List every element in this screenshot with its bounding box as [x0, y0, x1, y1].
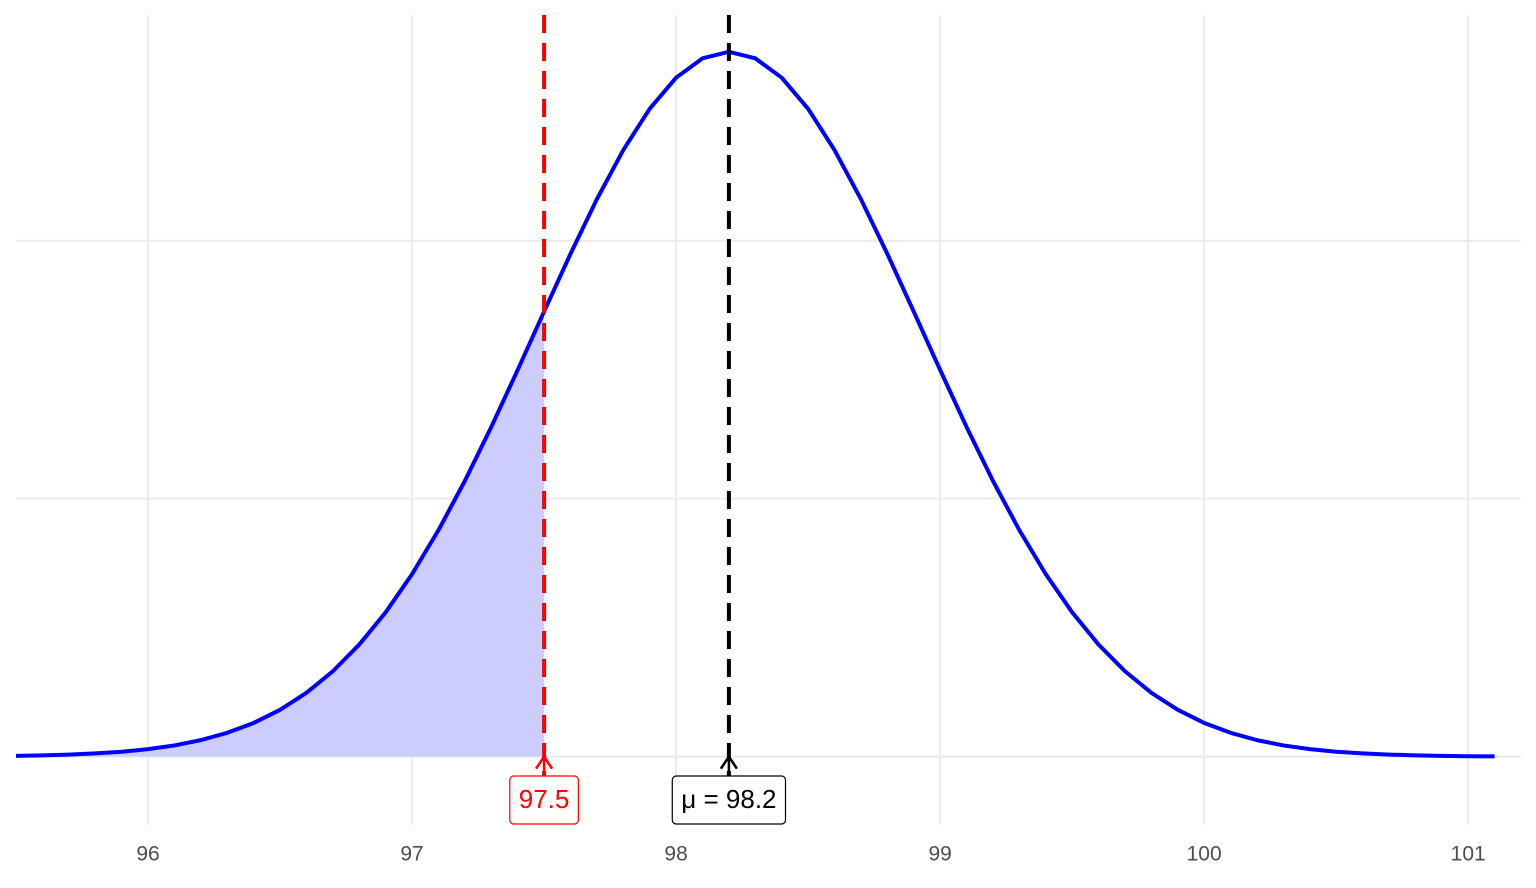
line-label: μ = 98.2 [681, 784, 776, 814]
label-arrow [719, 754, 738, 776]
density-curve [15, 49, 1495, 759]
line-label: 97.5 [519, 784, 570, 814]
label-box [509, 775, 579, 825]
x-tick-label: 97 [400, 843, 423, 866]
x-tick-label: 96 [136, 843, 159, 866]
x-tick-label: 99 [928, 843, 951, 866]
label-arrow [535, 754, 554, 776]
label-box [671, 775, 787, 825]
x-tick-label: 98 [664, 843, 687, 866]
shaded-area [16, 311, 545, 757]
x-tick-label: 100 [1187, 843, 1222, 866]
x-tick-label: 101 [1451, 843, 1486, 866]
